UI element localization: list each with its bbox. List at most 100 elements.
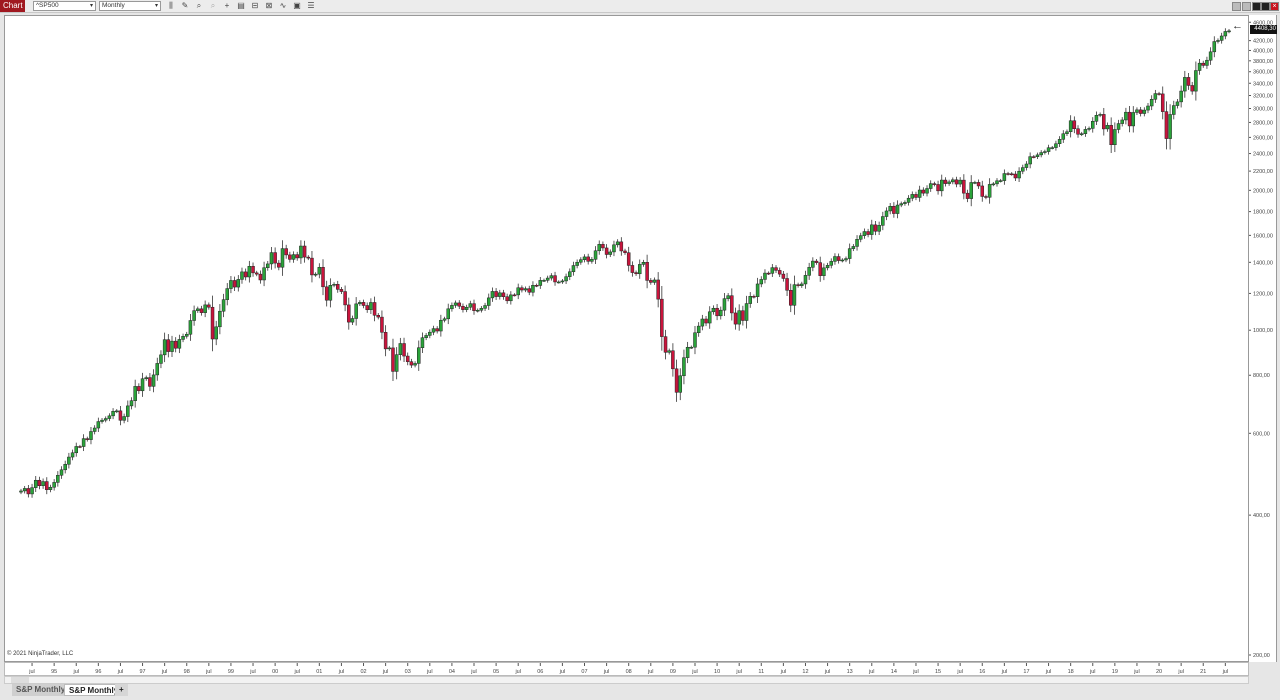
candle-body: [917, 189, 922, 198]
candle-body: [623, 250, 627, 253]
candle-body: [1050, 147, 1054, 149]
candle-body: [394, 354, 399, 372]
minimize-button[interactable]: [1252, 2, 1261, 11]
candle-body: [752, 296, 756, 298]
data-box-icon[interactable]: ▣: [293, 1, 301, 10]
chart-panel[interactable]: [4, 15, 1249, 662]
x-tick-label: 01: [316, 669, 322, 675]
pencil-icon[interactable]: ✎: [181, 1, 189, 10]
candle-body: [560, 280, 565, 283]
candle-body: [693, 332, 697, 348]
x-tick-label: 17: [1023, 669, 1029, 675]
tab-sp-monthly-1[interactable]: S&P Monthly: [12, 684, 70, 696]
candle-body: [1164, 111, 1169, 139]
crosshair-icon[interactable]: +: [224, 1, 230, 10]
candle-body: [383, 332, 388, 350]
candle-body: [494, 291, 498, 297]
candle-body: [796, 284, 800, 286]
chevron-down-icon: ▾: [89, 3, 93, 9]
candle-body: [89, 431, 93, 440]
candle-body: [218, 310, 222, 328]
templates-icon[interactable]: ⊟: [251, 1, 259, 10]
interval-selector[interactable]: Monthly ▾: [99, 1, 161, 11]
candle-body: [803, 275, 808, 285]
y-tick-label: 4200,00: [1253, 39, 1273, 45]
candle-body: [126, 405, 130, 417]
instrument-value: ^SP500: [36, 2, 59, 9]
candle-body: [1024, 163, 1029, 168]
candle-body: [1046, 147, 1051, 152]
x-tick-label: 18: [1068, 669, 1074, 675]
candle-body: [269, 252, 274, 265]
candle-body: [475, 309, 480, 312]
interval-value: Monthly: [102, 2, 125, 9]
candle-body: [936, 184, 940, 192]
instrument-link-button[interactable]: [1242, 2, 1251, 11]
bar-type-icon[interactable]: ⫼: [169, 1, 173, 10]
x-tick-label: jul: [426, 669, 433, 675]
candle-body: [199, 308, 204, 313]
strategies-icon[interactable]: ⊠: [265, 1, 273, 10]
list-icon[interactable]: ☰: [307, 1, 315, 10]
time-axis[interactable]: jul 95 jul 96 jul 97 jul 98 jul 99 jul 00 jul 01 jul 02…: [4, 662, 1249, 676]
x-tick-label: 95: [51, 669, 57, 675]
candle-body: [906, 197, 911, 203]
x-tick-label: 09: [670, 669, 676, 675]
candle-body: [969, 182, 973, 199]
y-tick-label: 1200,00: [1253, 291, 1273, 297]
candle-body: [608, 251, 613, 255]
candle-body: [468, 303, 473, 308]
candle-body: [1091, 121, 1095, 129]
candle-body: [833, 256, 837, 262]
candle-body: [405, 355, 410, 362]
candle-body: [166, 339, 171, 352]
candle-body: [446, 308, 450, 320]
instrument-selector[interactable]: ^SP500 ▾: [33, 1, 96, 11]
candle-body: [96, 421, 101, 429]
candle-body: [1065, 131, 1069, 134]
candle-body: [556, 281, 561, 284]
horizontal-scrollbar[interactable]: [4, 676, 1249, 684]
indicators-icon[interactable]: ∿: [279, 1, 287, 10]
candle-body: [30, 487, 34, 495]
candle-body: [1032, 156, 1036, 158]
candle-body: [1054, 143, 1058, 148]
add-tab-button[interactable]: +: [115, 684, 128, 696]
candle-body: [719, 309, 723, 317]
candle-body: [291, 254, 296, 260]
candle-body: [129, 400, 134, 407]
zoom-out-icon[interactable]: ⌕: [210, 1, 216, 10]
close-button[interactable]: ×: [1270, 2, 1279, 11]
candle-body: [302, 245, 307, 258]
candle-body: [1079, 133, 1084, 135]
candle-body: [1190, 85, 1194, 92]
candle-body: [214, 326, 218, 340]
candle-body: [630, 265, 635, 273]
chart-menu-button[interactable]: Chart: [0, 0, 25, 12]
candle-body: [991, 183, 996, 186]
scrollbar-thumb[interactable]: [11, 677, 29, 683]
candle-body: [137, 386, 141, 392]
maximize-button[interactable]: [1261, 2, 1270, 11]
properties-icon[interactable]: ▤: [237, 1, 245, 10]
candle-body: [741, 310, 745, 321]
link-button[interactable]: [1232, 2, 1241, 11]
x-tick-label: 14: [891, 669, 897, 675]
x-tick-label: jul: [470, 669, 477, 675]
x-tick-label: 02: [360, 669, 366, 675]
candle-body: [107, 415, 112, 419]
zoom-in-icon[interactable]: ⌕: [196, 1, 202, 10]
candle-body: [1094, 115, 1099, 122]
candle-body: [520, 287, 524, 291]
candle-body: [523, 288, 528, 291]
candle-body: [730, 295, 734, 314]
candle-body: [258, 273, 263, 281]
x-tick-label: jul: [1001, 669, 1008, 675]
candle-body: [343, 291, 347, 306]
candle-body: [155, 363, 160, 376]
y-tick-label: 3400,00: [1253, 81, 1273, 87]
price-axis[interactable]: 4600,00 4200,00 4000,00 3800,00 3600,00 3400,…: [1249, 15, 1277, 662]
candle-body: [925, 188, 929, 194]
candle-body: [162, 339, 167, 356]
candle-body: [232, 280, 237, 288]
